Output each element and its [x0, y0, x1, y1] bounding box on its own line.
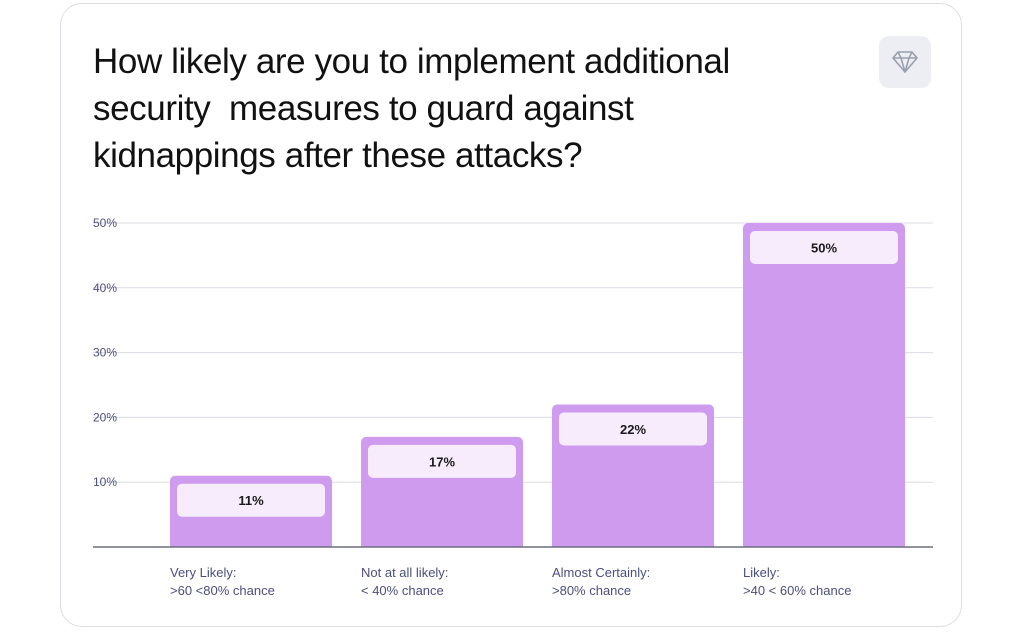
x-category-label: < 40% chance — [361, 583, 444, 598]
data-label: 11% — [238, 493, 264, 508]
x-category-label: >60 <80% chance — [170, 583, 275, 598]
y-tick-label: 30% — [93, 346, 117, 360]
y-tick-label: 10% — [93, 475, 117, 489]
y-tick-label: 20% — [93, 410, 117, 424]
data-label: 22% — [620, 422, 646, 437]
x-category-label: Very Likely: — [170, 565, 236, 580]
diamond-icon — [892, 51, 918, 73]
y-tick-label: 40% — [93, 281, 117, 295]
bar — [743, 223, 905, 547]
data-label-box — [177, 483, 325, 517]
y-tick-label: 50% — [93, 216, 117, 230]
x-category-label: Likely: — [743, 565, 780, 580]
x-category-label: Almost Certainly: — [552, 565, 650, 580]
data-label: 50% — [811, 241, 837, 256]
data-label-box — [368, 444, 516, 478]
x-category-label: >40 < 60% chance — [743, 583, 851, 598]
x-category-label: >80% chance — [552, 583, 631, 598]
x-category-label: Not at all likely: — [361, 565, 448, 580]
badge — [879, 36, 931, 88]
data-label-box — [750, 231, 898, 264]
chart-title: How likely are you to implement addition… — [93, 42, 730, 175]
data-label-box — [559, 412, 707, 446]
data-label: 17% — [429, 454, 455, 469]
